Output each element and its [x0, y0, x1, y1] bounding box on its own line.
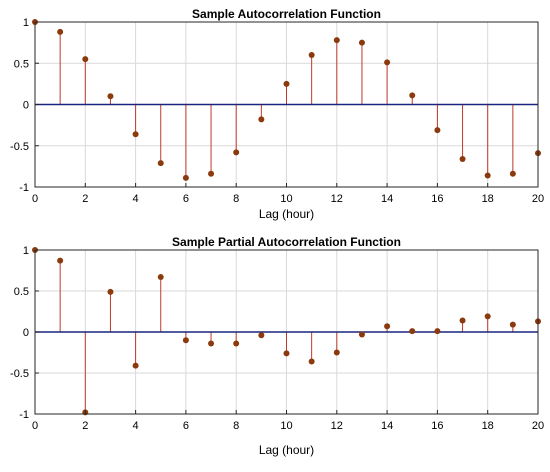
stem-marker — [358, 39, 365, 46]
stem-marker — [308, 52, 315, 58]
x-tick-label: 10 — [280, 420, 292, 432]
stem-marker — [459, 155, 466, 162]
x-tick-label: 20 — [532, 420, 544, 432]
stem-marker — [509, 170, 516, 177]
stem-marker — [283, 350, 290, 357]
x-tick-label: 12 — [331, 420, 343, 432]
stem-marker — [233, 149, 240, 156]
y-tick-label: -0.5 — [10, 141, 29, 153]
x-tick-label: 2 — [82, 420, 88, 432]
stem-marker — [409, 92, 416, 99]
x-axis-label: Lag (hour) — [259, 207, 314, 221]
stem-marker — [132, 362, 139, 369]
x-tick-label: 16 — [431, 193, 443, 205]
x-tick-label: 6 — [183, 420, 189, 432]
stem-marker — [384, 323, 391, 330]
y-tick-label: 0 — [23, 100, 29, 112]
chart-title: Sample Autocorrelation Function — [192, 7, 381, 21]
y-tick-label: 1 — [23, 17, 29, 29]
y-tick-label: -1 — [19, 409, 29, 421]
stem-marker — [157, 274, 164, 281]
x-tick-label: 2 — [82, 193, 88, 205]
y-tick-label: -1 — [19, 182, 29, 194]
stem-marker — [57, 257, 64, 264]
x-tick-label: 8 — [233, 193, 239, 205]
y-tick-label: -0.5 — [10, 368, 29, 380]
stem-marker — [107, 93, 114, 100]
x-tick-label: 10 — [280, 193, 292, 205]
x-tick-label: 14 — [381, 193, 393, 205]
stem-marker — [258, 332, 265, 339]
stem-marker — [434, 328, 441, 335]
stem-marker — [182, 174, 189, 181]
stem-marker — [258, 116, 265, 123]
stem-marker — [484, 313, 491, 320]
stem-marker — [283, 80, 290, 87]
stem-marker — [82, 56, 89, 63]
chart-panel-1: 0 2 4 6 8 10 12 14 16 18 20 -1 -0.5 0 0.5 1 Sample Autoc… — [10, 7, 544, 221]
stem-marker — [208, 340, 215, 347]
x-tick-label: 8 — [233, 420, 239, 432]
y-tick-label: 0.5 — [14, 286, 29, 298]
x-tick-label: 16 — [431, 420, 443, 432]
y-tick-label: 0 — [23, 327, 29, 339]
stem-marker — [409, 328, 416, 335]
stem-marker — [157, 160, 164, 167]
stem-marker — [333, 37, 340, 44]
x-tick-label: 12 — [331, 193, 343, 205]
x-tick-label: 0 — [32, 193, 38, 205]
stem-marker — [333, 349, 340, 356]
x-tick-label: 20 — [532, 193, 544, 205]
stem-marker — [509, 321, 516, 328]
x-tick-label: 18 — [482, 193, 494, 205]
x-tick-label: 4 — [133, 193, 139, 205]
stem-marker — [208, 170, 215, 177]
y-tick-label: 1 — [23, 245, 29, 257]
stem-marker — [57, 28, 64, 35]
stem-marker — [384, 59, 391, 66]
chart-panel-2: 0 2 4 6 8 10 12 14 16 18 20 -1 -0.5 0 0.5 1 Sample Parti… — [10, 235, 544, 457]
x-tick-label: 6 — [183, 193, 189, 205]
stem-marker — [434, 127, 441, 134]
stem-marker — [484, 172, 491, 179]
stem-marker — [233, 340, 240, 347]
y-tick-label: 0.5 — [14, 58, 29, 70]
stem-marker — [358, 331, 365, 338]
stem-marker — [308, 358, 315, 365]
stem-marker — [459, 317, 466, 324]
stem-marker — [182, 337, 189, 344]
x-tick-label: 14 — [381, 420, 393, 432]
x-tick-label: 18 — [482, 420, 494, 432]
x-tick-label: 4 — [133, 420, 139, 432]
x-tick-label: 0 — [32, 420, 38, 432]
stem-marker — [107, 288, 114, 295]
x-axis-label: Lag (hour) — [259, 443, 314, 457]
stem-marker — [132, 131, 139, 138]
chart-title: Sample Partial Autocorrelation Function — [172, 235, 401, 249]
